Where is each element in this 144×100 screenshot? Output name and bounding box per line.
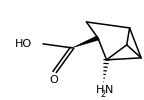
Text: 2: 2 — [100, 90, 106, 99]
Text: HO: HO — [14, 39, 32, 49]
Text: O: O — [49, 75, 58, 85]
Text: N: N — [105, 85, 113, 95]
Text: H: H — [96, 85, 104, 95]
Polygon shape — [72, 36, 100, 48]
